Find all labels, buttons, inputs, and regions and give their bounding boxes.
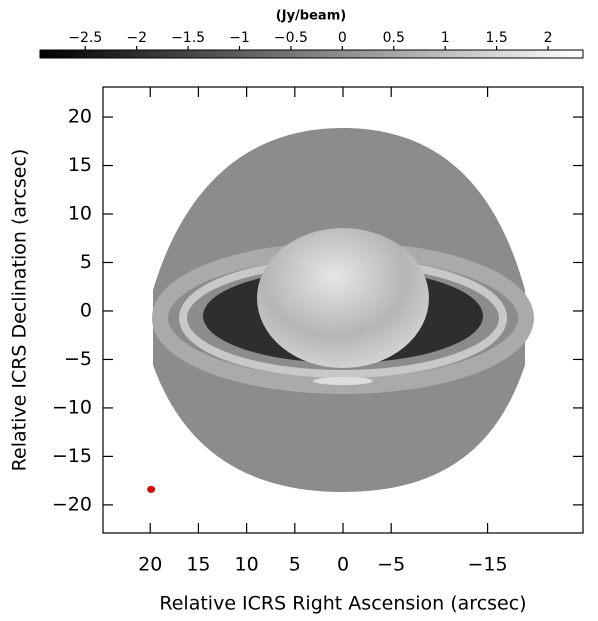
y-axis-label: Relative ICRS Declination (arcsec) <box>9 149 31 472</box>
x-tick-label: −15 <box>468 554 508 576</box>
colorbar-label: (Jy/beam) <box>276 9 346 24</box>
y-tick-label: 0 <box>80 299 92 321</box>
beam <box>147 485 156 493</box>
y-tick-label: −15 <box>52 445 92 467</box>
y-tick-label: 5 <box>80 251 92 273</box>
colorbar-tick-label: 1 <box>441 30 450 46</box>
x-axis-label: Relative ICRS Right Ascension (arcsec) <box>159 593 526 615</box>
x-tick-label: 10 <box>235 554 259 576</box>
planet <box>257 228 429 368</box>
y-tick-label: 10 <box>68 203 92 225</box>
image <box>152 128 534 492</box>
colorbar-tick-label: 0.5 <box>383 30 405 46</box>
y-tick-label: −5 <box>64 348 92 370</box>
ring-shadow <box>313 377 373 385</box>
colorbar-tick-label: −2 <box>126 30 147 46</box>
y-tick-label: −20 <box>52 493 92 515</box>
x-tick-label: 20 <box>138 554 162 576</box>
colorbar-tick-label: 2 <box>544 30 553 46</box>
colorbar-tick-label: −1.5 <box>171 30 205 46</box>
x-tick-label: −5 <box>377 554 405 576</box>
y-tick-label: −10 <box>52 396 92 418</box>
x-tick-label: 0 <box>337 554 349 576</box>
colorbar-tick-label: 1.5 <box>485 30 507 46</box>
colorbar-tick-label: −2.5 <box>68 30 102 46</box>
colorbar <box>39 49 584 59</box>
y-tick-label: 15 <box>68 154 92 176</box>
x-tick-label: 5 <box>289 554 301 576</box>
colorbar-tick-label: −0.5 <box>274 30 308 46</box>
colorbar-tick-label: −1 <box>229 30 250 46</box>
colorbar-tick-label: 0 <box>338 30 347 46</box>
x-tick-label: 15 <box>186 554 210 576</box>
y-tick-label: 20 <box>68 106 92 128</box>
